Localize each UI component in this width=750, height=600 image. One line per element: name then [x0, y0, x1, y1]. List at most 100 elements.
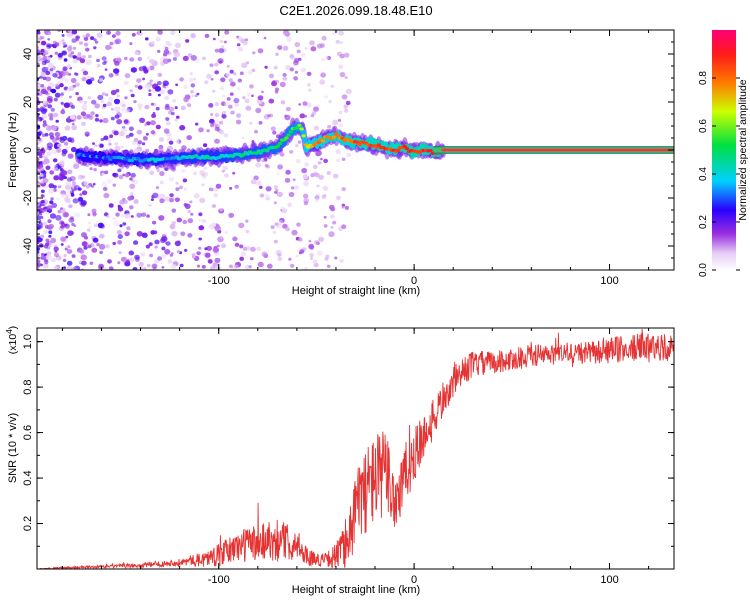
noise-cell — [92, 182, 96, 186]
x-tick-label: 100 — [600, 574, 618, 586]
snr-xlabel: Height of straight line (km) — [292, 584, 420, 596]
noise-cell — [37, 226, 41, 230]
noise-cell — [137, 103, 143, 108]
ridge-core — [284, 136, 289, 140]
noise-cell — [76, 115, 82, 120]
noise-cell — [86, 114, 91, 118]
noise-cell — [66, 64, 71, 69]
noise-cell — [96, 242, 100, 247]
noise-cell — [328, 99, 332, 104]
noise-cell — [228, 104, 233, 109]
noise-cell — [187, 53, 193, 58]
noise-cell — [308, 239, 312, 243]
noise-cell — [48, 132, 54, 137]
noise-cell — [37, 125, 41, 130]
noise-cell — [285, 169, 291, 175]
noise-cell — [189, 200, 193, 204]
noise-cell — [164, 249, 171, 255]
noise-cell — [162, 80, 169, 87]
noise-cell — [204, 33, 210, 39]
noise-cell — [332, 32, 336, 35]
noise-cell — [276, 172, 280, 176]
noise-cell — [105, 44, 111, 51]
noise-cell — [170, 30, 176, 36]
noise-cell — [296, 49, 301, 54]
noise-cell — [207, 259, 213, 264]
noise-cell — [190, 33, 196, 39]
noise-cell — [45, 76, 52, 82]
noise-cell — [198, 246, 202, 250]
noise-cell — [190, 55, 197, 61]
noise-cell — [96, 32, 103, 38]
noise-cell — [327, 125, 332, 129]
noise-cell — [161, 246, 166, 251]
noise-cell — [210, 113, 214, 116]
noise-cell — [212, 37, 216, 41]
noise-cell — [196, 264, 201, 268]
noise-cell — [303, 180, 310, 187]
noise-cell — [83, 100, 88, 104]
noise-cell — [85, 59, 92, 65]
noise-cell — [214, 257, 221, 264]
noise-cell — [40, 216, 44, 219]
noise-cell — [128, 132, 134, 137]
noise-cell — [223, 40, 227, 44]
noise-cell — [77, 187, 82, 191]
noise-cell — [192, 255, 196, 259]
noise-cell — [310, 46, 317, 52]
noise-cell — [278, 220, 283, 224]
noise-cell — [299, 113, 306, 119]
noise-cell — [288, 191, 295, 198]
noise-cell — [85, 47, 90, 52]
noise-cell — [225, 72, 231, 78]
noise-cell — [137, 31, 143, 36]
noise-cell — [81, 260, 87, 266]
noise-cell — [110, 116, 115, 121]
noise-cell — [41, 100, 48, 106]
noise-cell — [91, 208, 97, 214]
noise-cell — [37, 97, 40, 101]
noise-cell — [159, 198, 165, 204]
noise-cell — [59, 95, 64, 98]
noise-cell — [316, 104, 320, 108]
noise-cell — [48, 230, 53, 234]
snr-scale-close: ) — [7, 326, 19, 330]
noise-cell — [237, 87, 241, 90]
noise-cell — [179, 77, 184, 82]
colorbar-ticks: 0.0 0.2 0.4 0.6 0.8 — [698, 71, 740, 277]
noise-cell — [310, 114, 315, 118]
noise-cell — [127, 196, 133, 201]
noise-cell — [157, 30, 161, 33]
noise-cell — [37, 156, 40, 162]
noise-cell — [47, 219, 52, 224]
noise-cell — [60, 236, 66, 242]
ridge-core — [288, 130, 293, 134]
noise-cell — [306, 102, 312, 108]
noise-cell — [151, 41, 155, 45]
noise-cell — [60, 243, 64, 246]
noise-cell — [37, 49, 40, 53]
noise-cell — [220, 243, 227, 248]
noise-cell — [44, 132, 49, 137]
noise-cell — [272, 230, 277, 234]
noise-cell — [104, 170, 109, 175]
noise-cell — [75, 82, 80, 87]
noise-cell — [130, 67, 138, 73]
ridge-core — [428, 149, 433, 153]
noise-cell — [176, 250, 181, 254]
noise-cell — [114, 145, 121, 152]
noise-cell — [112, 183, 117, 187]
noise-cell — [117, 234, 124, 240]
noise-cell — [37, 259, 41, 264]
noise-cell — [51, 202, 58, 208]
noise-cell — [129, 42, 133, 46]
noise-cell — [47, 104, 53, 109]
noise-cell — [228, 212, 235, 218]
noise-cell — [324, 95, 329, 99]
noise-cell — [336, 51, 342, 57]
noise-cell — [123, 119, 129, 124]
noise-cell — [81, 76, 87, 82]
noise-cell — [63, 102, 70, 108]
noise-cell — [124, 56, 128, 61]
noise-cell — [198, 237, 202, 241]
